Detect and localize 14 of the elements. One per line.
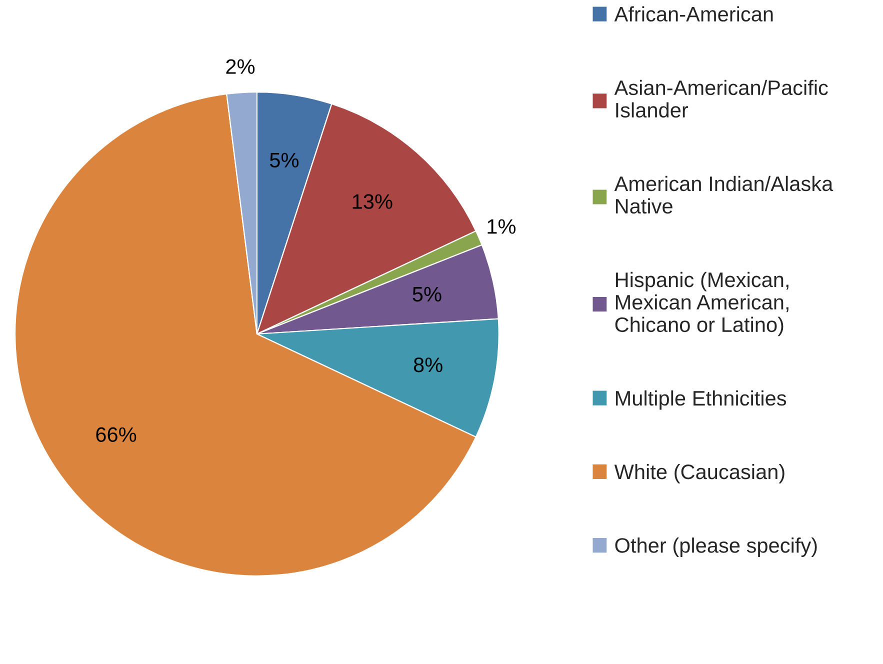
data-label: 1% <box>488 219 516 234</box>
data-label: 5% <box>270 152 299 168</box>
data-label: 8% <box>414 357 442 372</box>
legend-label: Other (please specify) <box>615 538 817 557</box>
data-label: 2% <box>226 59 255 74</box>
data-label: 5% <box>412 286 442 302</box>
legend-label: Asian-American/Pacific Islander <box>614 80 828 118</box>
legend-label: American Indian/Alaska Native <box>614 176 834 214</box>
legend-label: Hispanic (Mexican, Mexican American, Chicano or Latino) <box>615 272 788 336</box>
legend-label: African-American <box>614 6 773 22</box>
legend-label: Multiple Ethnicities <box>616 390 786 410</box>
data-label: 13% <box>352 194 392 209</box>
data-label: 66% <box>96 427 136 442</box>
legend-label: White (Caucasian) <box>614 464 784 484</box>
